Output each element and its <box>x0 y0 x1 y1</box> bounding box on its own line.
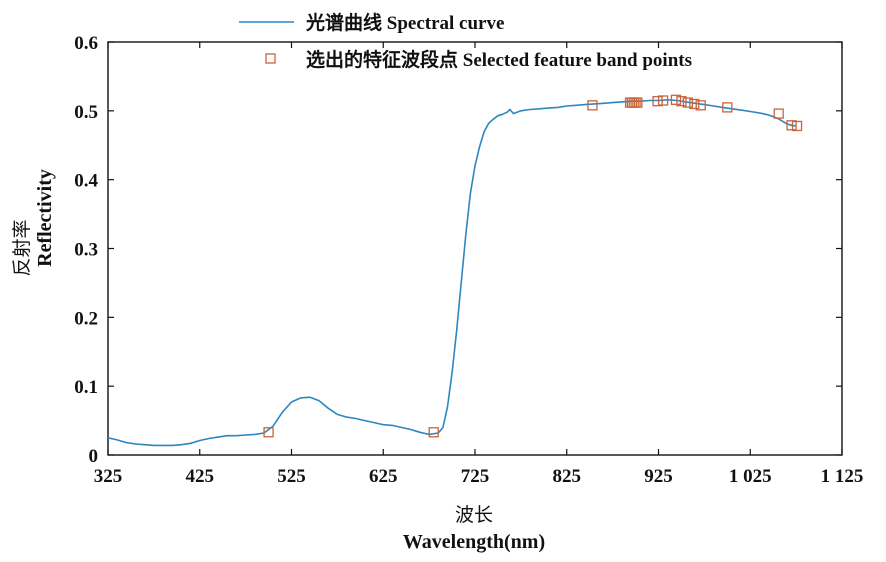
x-axis-title-cn: 波长 <box>455 504 493 526</box>
x-tick-label: 1 025 <box>729 466 772 487</box>
x-tick-label: 325 <box>94 466 123 487</box>
y-tick-label: 0.2 <box>74 308 98 329</box>
x-tick-label: 625 <box>369 466 398 487</box>
feature-point <box>786 120 797 131</box>
legend-entry-feature-points: 选出的特征波段点 Selected feature band points <box>306 48 692 71</box>
feature-point <box>652 96 663 107</box>
y-tick-label: 0.5 <box>74 102 98 123</box>
y-tick-label: 0.4 <box>74 171 98 192</box>
feature-point <box>428 427 439 438</box>
feature-point <box>676 96 687 107</box>
y-tick-label: 0 <box>89 446 99 467</box>
legend-entry-spectral-curve: 光谱曲线 Spectral curve <box>305 11 504 34</box>
legend-square-swatch <box>265 53 276 64</box>
y-axis-title-cn: 反射率 <box>11 219 33 276</box>
feature-point <box>587 100 598 111</box>
feature-point <box>263 427 274 438</box>
feature-point <box>722 102 733 113</box>
feature-points-series <box>263 94 803 438</box>
x-tick-label: 925 <box>644 466 673 487</box>
x-tick-label: 425 <box>186 466 215 487</box>
feature-point <box>670 94 682 105</box>
x-tick-label: 725 <box>461 466 490 487</box>
feature-point <box>773 108 784 119</box>
x-tick-label: 525 <box>277 466 306 487</box>
y-tick-label: 0.1 <box>74 377 98 398</box>
feature-point <box>791 120 803 132</box>
x-tick-label: 1 125 <box>821 466 864 487</box>
x-axis-title: Wavelength(nm) <box>403 531 545 553</box>
spectral-curve-series <box>107 99 797 447</box>
legend: 光谱曲线 Spectral curve 选出的特征波段点 Selected fe… <box>239 11 692 71</box>
y-axis-title: Reflectivity <box>34 169 56 267</box>
feature-point <box>632 97 643 108</box>
feature-point <box>689 98 700 110</box>
y-tick-label: 0.3 <box>74 240 98 261</box>
spectral-curve-line <box>107 99 797 447</box>
x-tick-label: 825 <box>553 466 582 487</box>
feature-point <box>682 97 694 108</box>
feature-point <box>695 100 706 111</box>
y-tick-label: 0.6 <box>74 33 98 54</box>
axis-ticks: 325 425 525 625 725 825 925 1 025 1 125 0 0.1 0.2 0.… <box>74 33 863 487</box>
feature-point <box>657 95 669 106</box>
